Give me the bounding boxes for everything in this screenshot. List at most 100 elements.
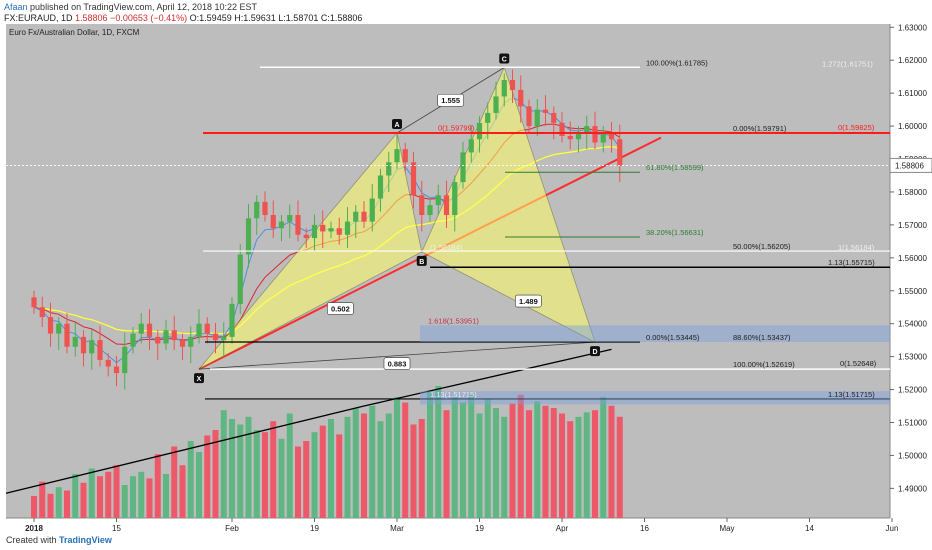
pattern-point-badge <box>499 53 510 64</box>
candle <box>105 353 111 377</box>
fib-label: 50.00%(1.56205) <box>733 242 791 251</box>
x-tick-label: 19 <box>310 524 319 533</box>
fib-label: 1.13(1.51715) <box>828 390 875 399</box>
candle <box>394 134 400 169</box>
volume-bar <box>493 408 499 518</box>
volume-bar <box>72 474 79 518</box>
candle <box>295 200 301 242</box>
ratio-label: 1.489 <box>519 297 538 306</box>
volume-bar <box>600 397 607 518</box>
candle <box>138 313 144 344</box>
ema-200-line <box>5 348 612 494</box>
candle-body <box>254 201 260 219</box>
pattern-point-badge <box>392 119 402 130</box>
volume-bar <box>592 410 598 518</box>
pattern-point-label: X <box>197 376 202 383</box>
volume-bar <box>385 413 392 518</box>
candle <box>608 122 615 153</box>
volume-bar <box>97 476 103 518</box>
candle-body <box>237 254 243 304</box>
candle-body <box>262 201 268 216</box>
candle-body <box>80 336 87 354</box>
price-axis-panel <box>890 24 932 518</box>
ratio-badge <box>437 93 464 107</box>
candle <box>262 191 268 222</box>
volume-bar <box>575 416 582 518</box>
tradingview-brand[interactable]: TradingView <box>59 535 112 545</box>
candle-body <box>361 211 367 222</box>
candle-body <box>542 109 549 113</box>
candle-body <box>72 336 78 347</box>
candle-body <box>320 224 326 232</box>
candle-body <box>336 228 342 235</box>
candle <box>229 297 235 344</box>
volume-bar <box>468 394 475 518</box>
pattern-point-badge <box>590 346 600 357</box>
candle <box>163 319 169 351</box>
volume-bar <box>245 416 252 518</box>
y-tick-label: 1.53000 <box>898 353 927 362</box>
candle-body <box>468 139 474 153</box>
close-value: C:1.58806 <box>320 13 363 23</box>
volume-bar <box>187 441 194 518</box>
candle-body <box>130 333 136 347</box>
volume-bar <box>55 487 62 518</box>
volume-bar <box>410 424 417 518</box>
volume-bar <box>443 410 450 518</box>
candle <box>155 330 161 360</box>
candle-body <box>31 297 37 308</box>
current-price-label: 1.58806 <box>895 161 924 170</box>
candle <box>402 142 408 173</box>
fib-label: 0.00%(1.59791) <box>733 124 787 133</box>
candle-body <box>476 122 483 140</box>
volume-bar <box>286 413 293 518</box>
prz-zone <box>420 325 890 342</box>
candle-body <box>278 221 285 229</box>
volume-bar <box>278 438 285 518</box>
candle-body <box>584 126 590 133</box>
volume-bar <box>237 424 244 518</box>
author-link[interactable]: Afaan <box>4 2 28 12</box>
fib-label: (1.56184) <box>430 243 463 252</box>
candle <box>575 126 582 153</box>
volume-bar <box>253 430 260 518</box>
volume-bar <box>295 446 301 518</box>
candle <box>278 215 285 242</box>
candle <box>410 151 417 209</box>
fib-label: 61.80%(1.58599) <box>646 163 704 172</box>
volume-bar <box>303 441 310 518</box>
chart-title: Euro Fx/Australian Dollar, 1D, FXCM <box>9 28 140 37</box>
candle-body <box>575 132 582 140</box>
candle <box>419 180 425 232</box>
volume-bar <box>88 468 95 518</box>
candle <box>336 217 342 245</box>
volume-bar <box>336 434 343 518</box>
candle <box>592 111 598 150</box>
candle-body <box>270 215 276 229</box>
candle-body <box>377 175 384 199</box>
candle <box>204 317 210 344</box>
candle <box>386 151 392 192</box>
candle <box>452 175 458 232</box>
volume-bar <box>130 476 136 518</box>
fib-label: 0.00%(1.53445) <box>646 333 700 342</box>
candle-body <box>163 330 169 344</box>
candle-body <box>394 149 400 163</box>
candle <box>509 69 516 104</box>
x-tick-label: Mar <box>390 524 404 533</box>
candle-body <box>551 112 557 123</box>
candle <box>311 214 318 252</box>
symbol-line: FX:EURAUD, 1D 1.58806 −0.00653 (−0.41%) … <box>4 13 362 23</box>
candle-body <box>526 106 532 127</box>
candle <box>328 221 334 239</box>
candle-body <box>419 195 425 216</box>
y-tick-label: 1.57000 <box>898 221 927 230</box>
y-tick-label: 1.56000 <box>898 254 927 263</box>
candle <box>493 81 499 120</box>
candle-body <box>146 323 153 337</box>
last-price: 1.58806 <box>75 13 108 23</box>
pattern-point-label: C <box>502 56 507 63</box>
pattern-point-label: A <box>394 122 399 129</box>
candle <box>303 228 309 248</box>
